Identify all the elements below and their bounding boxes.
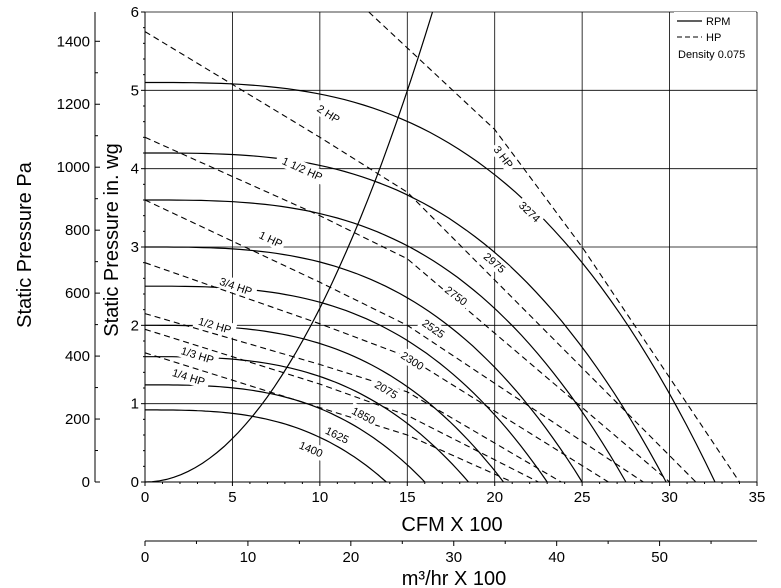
- hp-curve-1-4-HP: [144, 352, 513, 483]
- pa-tick-label: 800: [65, 222, 90, 239]
- rpm-label-2075-bg: [370, 376, 403, 404]
- rpm-label-3274-bg: [514, 196, 546, 227]
- rpm-curve-2525: [145, 246, 583, 483]
- hp-label-3-4-HP-bg: [213, 272, 259, 300]
- legend-rpm-label: RPM: [706, 16, 730, 28]
- rpm-label-1625-text: 1625: [323, 425, 350, 447]
- x-axis-title: CFM X 100: [401, 514, 502, 536]
- rpm-label-1625: 1625: [320, 422, 354, 448]
- m3hr-tick-label: 20: [342, 549, 359, 566]
- x-tick-label: 10: [312, 489, 329, 506]
- y-tick-label: 4: [131, 161, 139, 178]
- rpm-curve-1400: [145, 409, 387, 483]
- pa-tick-label: 0: [82, 474, 90, 491]
- hp-label-1-3-HP-bg: [175, 342, 220, 369]
- hp-label-2-HP-bg: [312, 100, 345, 128]
- hp-label-1-HP-bg: [254, 226, 288, 252]
- y2-axis-title: Static Pressure Pa: [14, 161, 36, 328]
- hp-label-1-1-2-HP-text: 1 1/2 HP: [280, 155, 324, 183]
- pa-tick-label: 1000: [57, 159, 90, 176]
- hp-label-1-HP: 1 HP: [254, 226, 288, 252]
- x-tick-label: 0: [141, 489, 149, 506]
- hp-curve-1-3-HP: [144, 328, 539, 483]
- hp-label-3-HP-bg: [489, 140, 518, 173]
- pa-tick-label: 400: [65, 348, 90, 365]
- hp-label-3-HP: 3 HP: [489, 140, 518, 173]
- pa-tick-label: 600: [65, 285, 90, 302]
- x-tick-label: 30: [661, 489, 678, 506]
- rpm-label-1625-bg: [320, 422, 354, 448]
- x2-axis-title: m³/hr X 100: [402, 568, 506, 588]
- rpm-label-2300-bg: [396, 346, 429, 375]
- pa-tick-label: 1200: [57, 96, 90, 113]
- y-tick-label: 1: [131, 396, 139, 413]
- y-axis-title: Static Pressure in. wg: [101, 143, 123, 336]
- rpm-label-2975-bg: [478, 247, 511, 278]
- hp-curve-3-4-HP: [144, 262, 609, 483]
- m3hr-tick-label: 40: [548, 549, 565, 566]
- m3hr-tick-label: 0: [141, 549, 149, 566]
- rpm-curve-2300: [145, 285, 548, 483]
- system-curve: [144, 11, 434, 483]
- grid: [145, 11, 758, 482]
- hp-label-3-4-HP: 3/4 HP: [213, 272, 259, 300]
- hp-label-1-1-2-HP-bg: [274, 151, 331, 187]
- rpm-label-2750-bg: [440, 281, 473, 311]
- rpm-label-3274: 3274: [514, 196, 546, 227]
- pa-tick-label: 200: [65, 411, 90, 428]
- pa-tick-label: 1400: [57, 33, 90, 50]
- x-tick-label: 15: [399, 489, 416, 506]
- hp-label-1-2-HP-bg: [192, 312, 238, 338]
- hp-label-1-HP-text: 1 HP: [257, 229, 284, 250]
- rpm-label-1400-bg: [294, 436, 328, 462]
- rpm-label-1850-bg: [347, 402, 380, 429]
- y-tick-label: 3: [131, 239, 139, 256]
- y-tick-label: 6: [131, 4, 139, 21]
- rpm-curve-2975: [145, 152, 667, 483]
- hp-label-1-4-HP-bg: [166, 363, 212, 391]
- legend-density-note: Density 0.075: [678, 49, 745, 61]
- hp-curve-2-HP: [144, 31, 697, 483]
- hp-label-1-4-HP: 1/4 HP: [166, 363, 212, 391]
- hp-label-2-HP: 2 HP: [312, 100, 345, 128]
- y-tick-label: 2: [131, 317, 139, 334]
- rpm-label-2525: 2525: [417, 314, 450, 343]
- legend-hp-label: HP: [706, 32, 721, 44]
- hp-curve-1-1-2-HP: [144, 136, 670, 483]
- rpm-label-1400: 1400: [294, 436, 328, 462]
- rpm-label-1850-text: 1850: [350, 405, 377, 427]
- rpm-curve-3274: [145, 81, 716, 483]
- rpm-curve-1625: [145, 384, 426, 483]
- m3hr-tick-label: 30: [445, 549, 462, 566]
- y-tick-label: 0: [131, 474, 139, 491]
- m3hr-tick-label: 10: [240, 549, 257, 566]
- rpm-label-2525-bg: [417, 314, 450, 343]
- x-tick-label: 25: [574, 489, 591, 506]
- hp-curve-1-HP: [144, 199, 644, 483]
- m3hr-tick-label: 50: [651, 549, 668, 566]
- hp-curve-3-HP: [368, 11, 740, 483]
- y-tick-label: 5: [131, 82, 139, 99]
- hp-curve-1-2-HP: [144, 313, 562, 483]
- system-curve-layer: [144, 11, 434, 483]
- axes-layer: 0 5 10 15 20 25 30 3501234560200400600800100012…: [57, 4, 766, 566]
- x-tick-label: 5: [228, 489, 236, 506]
- x-tick-label: 20: [486, 489, 503, 506]
- legend: RPM HP Density 0.075: [674, 12, 756, 62]
- rpm-curve-2750: [145, 199, 627, 483]
- x-tick-label: 35: [749, 489, 766, 506]
